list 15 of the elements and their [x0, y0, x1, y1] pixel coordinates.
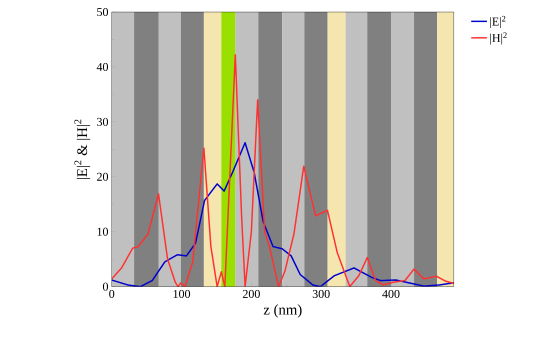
x-tick-label: 100 — [174, 290, 190, 298]
y-tick-label: 10 — [98, 228, 108, 236]
legend-label: |H|$^{2}$ — [490, 32, 507, 44]
y-tick-label: 20 — [97, 172, 108, 181]
y-tick-label: 40 — [96, 62, 108, 71]
y-tick-label: 50 — [97, 8, 108, 16]
x-axis-title: z (nm) — [264, 304, 302, 318]
x-tick-label: 300 — [312, 290, 330, 298]
y-tick-label: 30 — [97, 118, 108, 126]
x-tick-label: 200 — [242, 290, 260, 298]
y-axis-title: |E|$^{2}$ & |H|$^{2}$ — [74, 119, 90, 179]
x-tick-label: 400 — [382, 290, 400, 298]
x-tick-label: 0 — [109, 290, 114, 298]
legend-label: |E|$^{2}$ — [490, 16, 506, 28]
y-tick-label: 0 — [102, 282, 108, 291]
